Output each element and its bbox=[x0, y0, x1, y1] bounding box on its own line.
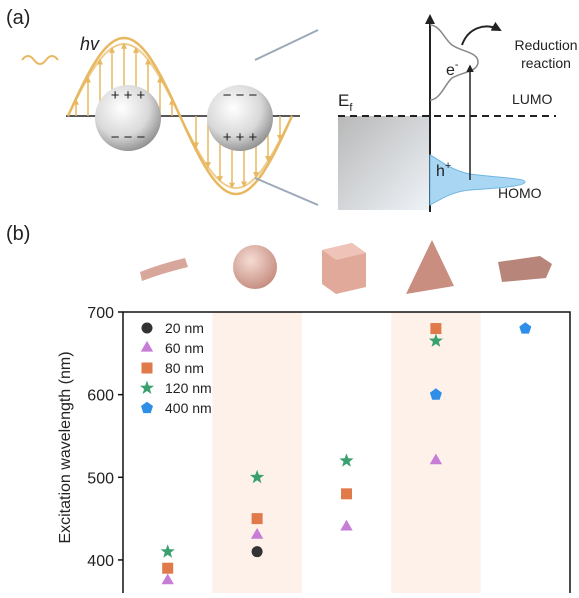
fermi-sub: f bbox=[349, 102, 353, 114]
electron-sup: - bbox=[455, 59, 459, 71]
photon-wave bbox=[21, 55, 59, 65]
data-point bbox=[250, 528, 264, 539]
particle bbox=[207, 85, 273, 151]
data-point bbox=[341, 488, 352, 500]
data-point bbox=[428, 333, 443, 347]
data-point bbox=[250, 469, 265, 484]
homo-label: HOMO bbox=[498, 185, 542, 201]
data-point bbox=[161, 573, 174, 585]
prism-icon bbox=[498, 256, 552, 282]
transfer-arrow bbox=[461, 21, 502, 46]
wave bbox=[67, 42, 293, 190]
electron-main: e bbox=[446, 62, 455, 79]
panel-label: (a) bbox=[6, 7, 30, 29]
legend-label: 60 nm bbox=[165, 340, 204, 356]
sphere-icon bbox=[233, 245, 277, 289]
y-tick-label: 500 bbox=[87, 470, 114, 487]
shaded-band bbox=[212, 312, 302, 593]
particle bbox=[95, 85, 161, 151]
photon-label: hv bbox=[80, 34, 100, 54]
plot: 400 500 600 700 Excitation wavelength (nm) 20… bbox=[57, 305, 571, 596]
data-point bbox=[251, 546, 263, 558]
y-tick-label: 600 bbox=[87, 388, 114, 405]
legend-marker bbox=[140, 340, 154, 352]
charge: − − − bbox=[223, 87, 258, 104]
rod-icon bbox=[140, 258, 188, 281]
zoom-line bbox=[254, 29, 319, 61]
data-point bbox=[340, 519, 353, 531]
legend-marker bbox=[141, 362, 153, 374]
legend-label: 80 nm bbox=[165, 360, 204, 376]
legend-label: 20 nm bbox=[165, 320, 204, 336]
data-point bbox=[429, 388, 442, 400]
hole-sup: + bbox=[445, 160, 451, 172]
legend-marker bbox=[139, 380, 155, 394]
lumo-label: LUMO bbox=[512, 91, 553, 107]
homo-dos bbox=[429, 154, 526, 206]
reaction-label: reaction bbox=[521, 55, 571, 71]
data-point bbox=[162, 562, 174, 574]
hole-main: h bbox=[436, 163, 445, 180]
fermi-label: Ef bbox=[338, 91, 353, 114]
legend-label: 120 nm bbox=[165, 380, 212, 396]
legend-marker bbox=[141, 322, 153, 334]
electron-label: e- bbox=[446, 59, 459, 79]
data-point bbox=[519, 322, 532, 334]
data-point bbox=[429, 453, 443, 465]
y-axis-label: Excitation wavelength (nm) bbox=[57, 351, 74, 543]
charge: + + + bbox=[223, 129, 258, 146]
y-tick-label: 700 bbox=[87, 305, 114, 322]
data-point bbox=[251, 513, 263, 525]
panel-label: (b) bbox=[6, 223, 30, 245]
shaded-band bbox=[391, 312, 481, 593]
charge: − − − bbox=[111, 129, 146, 146]
data-point bbox=[339, 453, 354, 467]
lumo-dos bbox=[429, 24, 479, 101]
data-point bbox=[430, 323, 442, 335]
reaction-label: Reduction bbox=[514, 37, 577, 53]
cube-top bbox=[322, 243, 366, 260]
y-tick-label: 400 bbox=[87, 553, 114, 570]
fermi-main: E bbox=[338, 91, 349, 110]
metal-band bbox=[338, 116, 430, 210]
data-point bbox=[160, 544, 175, 558]
legend-marker bbox=[141, 401, 153, 414]
pyramid-icon bbox=[406, 240, 454, 294]
legend-label: 400 nm bbox=[165, 400, 212, 416]
hole-label: h+ bbox=[436, 160, 451, 180]
charge: + + + bbox=[111, 87, 146, 104]
zoom-line bbox=[254, 177, 319, 206]
